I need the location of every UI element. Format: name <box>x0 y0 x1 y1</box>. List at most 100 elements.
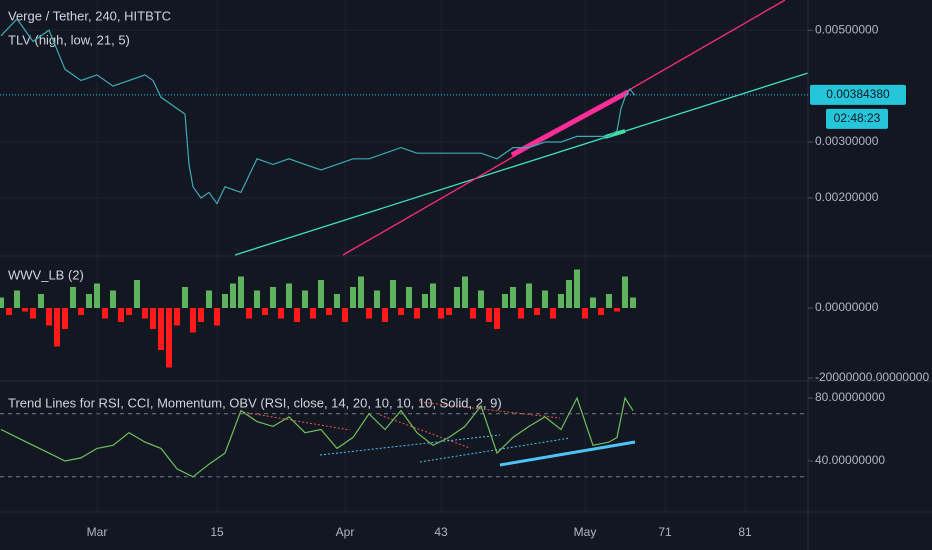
histogram-bar <box>222 294 228 308</box>
histogram-bar <box>630 297 636 308</box>
histogram-bar <box>478 290 484 308</box>
histogram-bar <box>598 308 604 315</box>
histogram-bar <box>454 287 460 308</box>
rsi-trend-line <box>242 411 351 431</box>
histogram-bar <box>246 308 252 319</box>
histogram-bar <box>126 308 132 315</box>
x-tick-label: 15 <box>210 525 224 539</box>
histogram-bar <box>406 287 412 308</box>
chart-title: Verge / Tether, 240, HITBTC <box>8 8 171 23</box>
histogram-bar <box>94 283 100 308</box>
trend-line <box>234 72 809 256</box>
histogram-bar <box>102 308 108 319</box>
histogram-bar <box>198 308 204 322</box>
histogram-bar <box>22 308 28 312</box>
countdown-box <box>826 108 888 129</box>
histogram-bar <box>582 308 588 319</box>
histogram-bar <box>86 294 92 308</box>
histogram-bar <box>382 308 388 322</box>
histogram-bar <box>438 308 444 319</box>
histogram-bar <box>158 308 164 350</box>
histogram-bar <box>590 297 596 308</box>
histogram-bar <box>62 308 68 329</box>
indicator-title: WWV_LB (2) <box>8 267 84 282</box>
histogram-bar <box>286 283 292 308</box>
histogram-bar <box>134 280 140 308</box>
y-tick-label: 0.00300000 <box>815 134 879 148</box>
histogram-bar <box>174 308 180 326</box>
histogram-bar <box>342 308 348 322</box>
indicator-title: TLV (high, low, 21, 5) <box>8 32 130 47</box>
last-price-label: 0.00384380 <box>826 87 890 101</box>
histogram-bar <box>310 308 316 319</box>
histogram-bar <box>182 287 188 308</box>
histogram-bar <box>430 283 436 308</box>
histogram-bar <box>0 297 4 308</box>
histogram-bar <box>398 308 404 315</box>
histogram-bar <box>46 308 52 326</box>
histogram-bar <box>486 308 492 322</box>
histogram-bar <box>206 290 212 308</box>
histogram-bar <box>142 308 148 319</box>
histogram-bar <box>78 308 84 315</box>
price-line <box>0 396 634 478</box>
histogram-bar <box>254 290 260 308</box>
rsi-trend-line <box>419 401 561 419</box>
y-tick-label: 40.00000000 <box>815 453 885 467</box>
histogram-bar <box>518 308 524 319</box>
histogram-bar <box>118 308 124 322</box>
y-tick-label: 0.00000000 <box>815 300 879 314</box>
histogram-bar <box>446 308 452 315</box>
y-tick-label: 0.00500000 <box>815 22 879 36</box>
histogram-bar <box>566 280 572 308</box>
y-tick-label: 80.00000000 <box>815 390 885 404</box>
histogram-bar <box>422 294 428 308</box>
histogram-bar <box>366 308 372 319</box>
indicator-title: Trend Lines for RSI, CCI, Momentum, OBV … <box>8 395 502 410</box>
histogram-bar <box>54 308 60 347</box>
x-tick-label: Apr <box>336 525 355 539</box>
y-tick-label: 0.00200000 <box>815 190 879 204</box>
histogram-bar <box>150 308 156 329</box>
histogram-bar <box>190 308 196 333</box>
histogram-bar <box>534 308 540 315</box>
histogram-bar <box>238 276 244 308</box>
histogram-bar <box>6 308 12 315</box>
histogram-bar <box>214 308 220 326</box>
histogram-bar <box>270 287 276 308</box>
histogram-bar <box>318 280 324 308</box>
x-tick-label: May <box>574 525 597 539</box>
rsi-trend-line <box>419 437 571 463</box>
histogram-bar <box>302 290 308 308</box>
histogram-bar <box>374 290 380 308</box>
histogram-bar <box>278 308 284 319</box>
histogram-bar <box>14 290 20 308</box>
drawings <box>234 0 809 467</box>
histogram-bar <box>494 308 500 329</box>
x-tick-label: 43 <box>434 525 448 539</box>
histogram-bar <box>390 280 396 308</box>
histogram-bar <box>414 308 420 319</box>
x-tick-label: Mar <box>87 525 108 539</box>
histogram-bar <box>166 308 172 368</box>
last-price-box <box>810 84 906 105</box>
histogram-bar <box>326 308 332 315</box>
x-tick-label: 71 <box>658 525 672 539</box>
histogram-bar <box>614 308 620 312</box>
histogram-bar <box>470 308 476 319</box>
histogram-bar <box>462 276 468 308</box>
histogram-bar <box>38 294 44 308</box>
trend-highlight <box>510 89 630 158</box>
histogram-bar <box>230 283 236 308</box>
histogram-bar <box>358 276 364 308</box>
histogram-bar <box>30 308 36 319</box>
rsi-trend-line <box>499 440 636 467</box>
histogram-bar <box>622 276 628 308</box>
y-tick-label: -20000000.00000000 <box>815 370 929 384</box>
histogram-bar <box>334 294 340 308</box>
countdown-label: 02:48:23 <box>834 111 881 125</box>
marks: 0.00500000 0.00300000 0.00200000 Mar 15 Apr 43… <box>0 18 929 539</box>
rsi-trend-line <box>319 434 501 456</box>
histogram-bar <box>558 294 564 308</box>
